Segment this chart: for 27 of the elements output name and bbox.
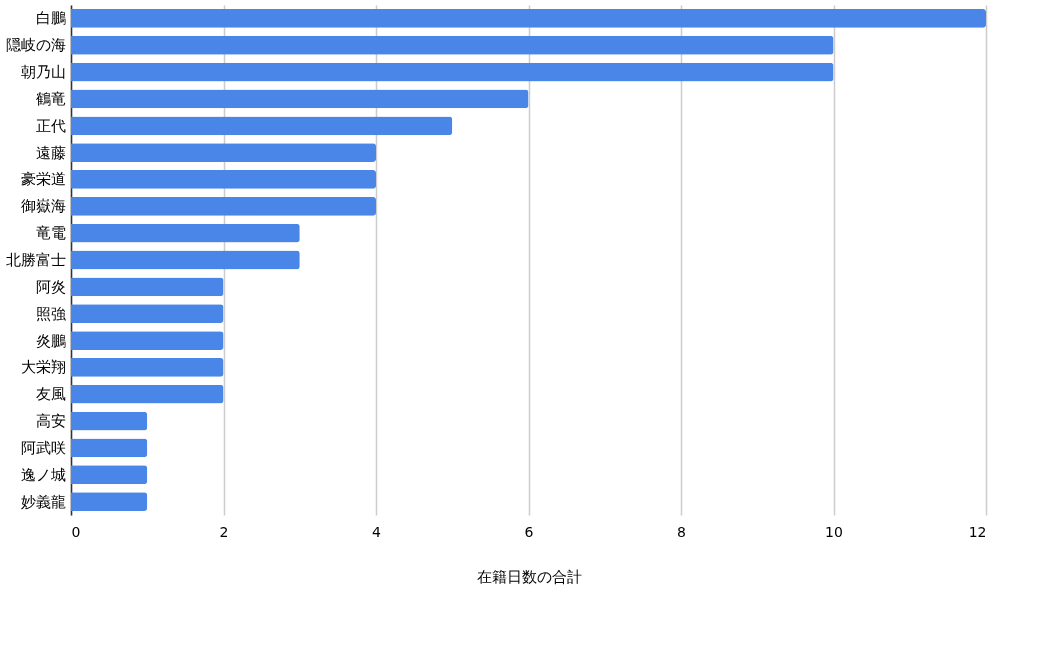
y-tick-label: 友風	[35, 385, 66, 404]
y-tick-label: 鶴竜	[35, 89, 66, 108]
x-tick-label: 0	[71, 523, 81, 540]
y-tick-label: 豪栄道	[20, 170, 66, 189]
x-axis-title: 在籍日数の合計	[476, 567, 582, 586]
y-tick-label: 照強	[35, 304, 66, 323]
y-tick-label: 朝乃山	[20, 63, 66, 82]
x-tick-label: 4	[372, 523, 382, 540]
y-tick-label: 隠岐の海	[5, 36, 66, 55]
x-tick-label: 8	[677, 523, 686, 540]
x-tick-label: 6	[524, 523, 534, 540]
y-tick-label: 白鵬	[35, 9, 66, 28]
y-tick-label: 遠藤	[35, 143, 66, 162]
y-tick-label: 阿炎	[35, 277, 66, 296]
y-tick-label: 炎鵬	[35, 331, 66, 350]
y-tick-label: 北勝富士	[5, 251, 66, 269]
y-tick-label: 高安	[35, 412, 66, 431]
y-tick-label: 妙義龍	[20, 492, 66, 511]
y-tick-label: 逸ノ城	[20, 465, 66, 484]
y-tick-label: 竜電	[35, 224, 66, 243]
y-tick-label: 御嶽海	[20, 197, 66, 216]
x-tick-label: 2	[219, 523, 229, 540]
y-tick-label: 阿武咲	[20, 438, 66, 457]
x-tick-label: 10	[825, 523, 843, 540]
y-tick-label: 正代	[35, 116, 66, 135]
y-tick-label: 大栄翔	[20, 358, 66, 377]
x-tick-label: 12	[968, 523, 987, 540]
